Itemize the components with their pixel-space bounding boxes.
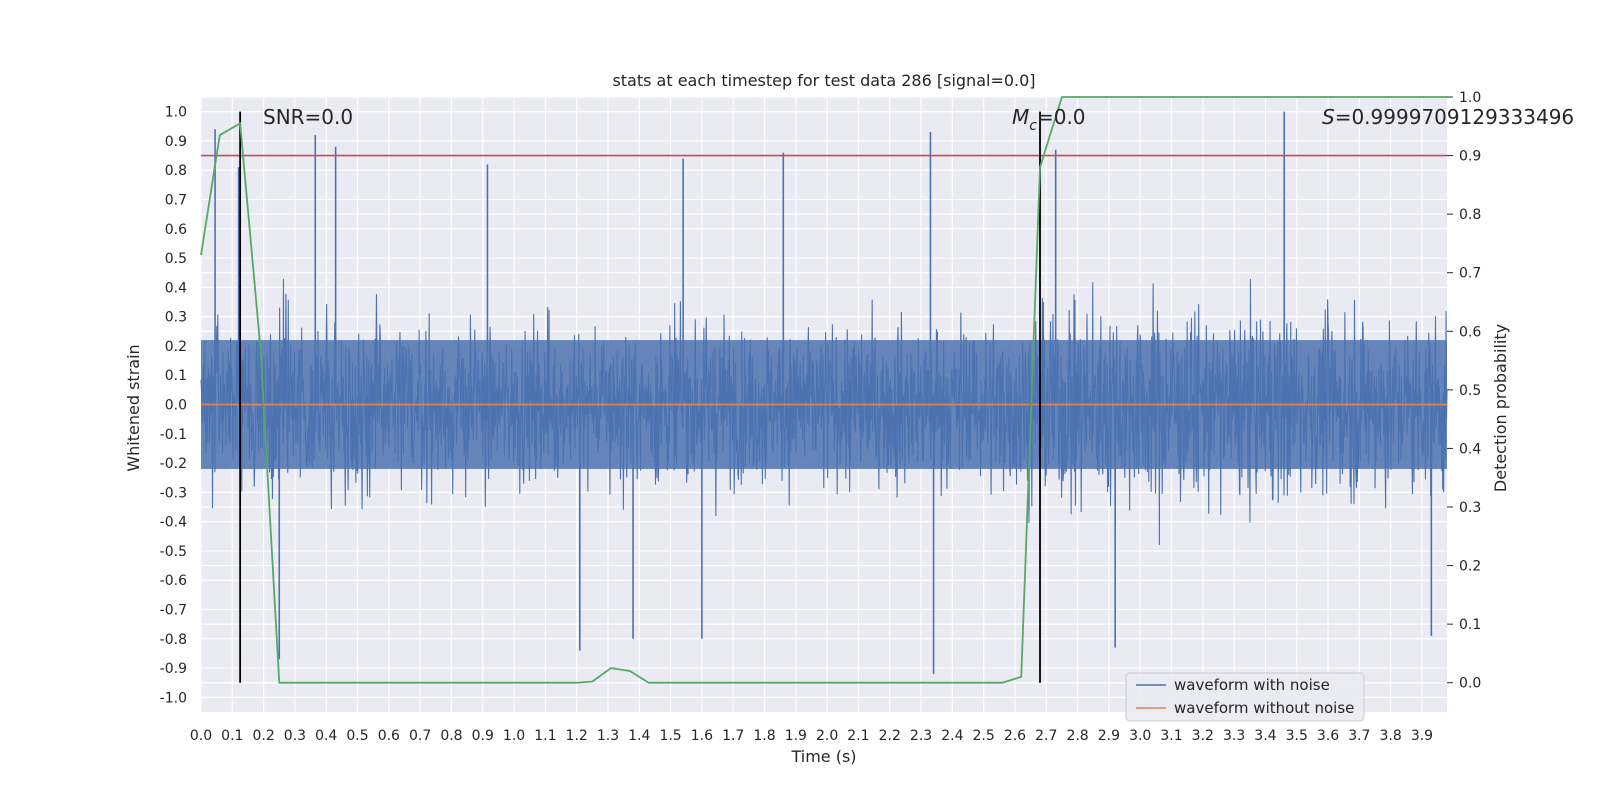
x-tick-label: 3.0 xyxy=(1129,728,1151,744)
x-tick-label: 0.8 xyxy=(440,728,462,744)
x-tick-label: 2.9 xyxy=(1098,728,1120,744)
x-tick-label: 0.6 xyxy=(378,728,400,744)
x-tick-label: 2.6 xyxy=(1004,728,1026,744)
y-tick-label-left: -1.0 xyxy=(160,690,187,706)
s-symbol: S xyxy=(1322,105,1335,129)
y-tick-label-right: 0.0 xyxy=(1459,676,1481,692)
x-tick-label: 3.5 xyxy=(1286,728,1308,744)
y-tick-label-left: 0.9 xyxy=(165,134,187,150)
legend-label-clean: waveform without noise xyxy=(1174,699,1354,717)
y-tick-label-left: -0.2 xyxy=(160,456,187,472)
x-tick-label: 1.0 xyxy=(503,728,525,744)
mc-value: =0.0 xyxy=(1037,105,1086,129)
legend-label-noise: waveform with noise xyxy=(1174,676,1330,694)
x-tick-label: 3.3 xyxy=(1223,728,1245,744)
series-detection-probability xyxy=(200,96,1447,684)
y-tick-label-left: 0.0 xyxy=(165,398,187,414)
s-value: =0.9999709129333496 xyxy=(1335,105,1574,129)
x-tick-label: 2.4 xyxy=(941,728,963,744)
x-tick-label: 2.3 xyxy=(910,728,932,744)
y-tick-label-left: -0.4 xyxy=(160,515,187,531)
y-tick-label-left: 0.7 xyxy=(165,193,187,209)
y-tick-label-left: -0.9 xyxy=(160,661,187,677)
x-tick-label: 3.6 xyxy=(1317,728,1339,744)
y-tick-label-right: 0.8 xyxy=(1459,207,1481,223)
y-tick-label-left: -0.1 xyxy=(160,427,187,443)
x-tick-label: 1.5 xyxy=(659,728,681,744)
y-tick-label-left: -0.8 xyxy=(160,632,187,648)
y-tick-label-right: 0.1 xyxy=(1459,617,1481,633)
x-tick-label: 1.3 xyxy=(597,728,619,744)
x-tick-label: 1.7 xyxy=(722,728,744,744)
y-tick-label-left: 0.3 xyxy=(165,310,187,326)
y-tick-label-left: -0.6 xyxy=(160,573,187,589)
y-ticks-left: 1.0 0.9 0.8 0.7 0.6 0.5 0.4 0.3 0.2 0.1 0.0 -0.1 -0.… xyxy=(160,105,187,707)
x-tick-label: 0.9 xyxy=(472,728,494,744)
y-axis-label-right: Detection probability xyxy=(1491,324,1510,492)
mc-subscript: c xyxy=(1029,118,1037,134)
x-tick-label: 0.0 xyxy=(190,728,212,744)
y-tick-label-right: 0.7 xyxy=(1459,266,1481,282)
y-ticks-right: 1.0 0.9 0.8 0.7 0.6 0.5 0.4 0.3 0.2 0.1 0.0 xyxy=(1447,90,1481,692)
x-axis-label: Time (s) xyxy=(790,747,856,766)
x-tick-label: 0.7 xyxy=(409,728,431,744)
legend: waveform with noise waveform without noi… xyxy=(1125,672,1365,722)
y-tick-label-right: 1.0 xyxy=(1459,90,1481,106)
y-tick-label-right: 0.9 xyxy=(1459,149,1481,165)
mc-annotation: Mc=0.0 xyxy=(1012,105,1086,134)
y-tick-label-left: 0.6 xyxy=(165,222,187,238)
x-tick-label: 0.3 xyxy=(284,728,306,744)
y-tick-label-left: -0.5 xyxy=(160,544,187,560)
x-tick-label: 1.8 xyxy=(753,728,775,744)
y-tick-label-left: 1.0 xyxy=(165,105,187,121)
y-tick-label-left: -0.7 xyxy=(160,603,187,619)
y-tick-label-left: 0.2 xyxy=(165,339,187,355)
x-tick-label: 3.1 xyxy=(1160,728,1182,744)
x-ticks: 0.0 0.1 0.2 0.3 0.4 0.5 0.6 0.7 0.8 0.9 1.0 1.1 1.2 1… xyxy=(190,728,1433,744)
y-tick-label-right: 0.4 xyxy=(1459,441,1481,457)
x-tick-label: 0.1 xyxy=(221,728,243,744)
y-tick-label-right: 0.6 xyxy=(1459,324,1481,340)
s-annotation: S=0.9999709129333496 xyxy=(1322,105,1574,129)
x-tick-label: 3.9 xyxy=(1411,728,1433,744)
x-tick-label: 3.8 xyxy=(1380,728,1402,744)
y-tick-label-left: 0.1 xyxy=(165,368,187,384)
x-tick-label: 2.1 xyxy=(847,728,869,744)
x-tick-label: 3.7 xyxy=(1348,728,1370,744)
y-tick-label-left: -0.3 xyxy=(160,485,187,501)
x-tick-label: 2.0 xyxy=(816,728,838,744)
x-tick-label: 1.2 xyxy=(566,728,588,744)
x-tick-label: 1.1 xyxy=(534,728,556,744)
x-tick-label: 1.4 xyxy=(628,728,650,744)
x-tick-label: 0.5 xyxy=(346,728,368,744)
x-tick-label: 2.8 xyxy=(1066,728,1088,744)
x-tick-label: 1.9 xyxy=(785,728,807,744)
y-axis-label-left: Whitened strain xyxy=(124,344,143,471)
chart-title: stats at each timestep for test data 286… xyxy=(612,71,1035,90)
x-tick-label: 2.2 xyxy=(879,728,901,744)
y-tick-label-right: 0.5 xyxy=(1459,383,1481,399)
plot-series xyxy=(200,96,1448,684)
x-tick-label: 2.5 xyxy=(973,728,995,744)
y-tick-label-right: 0.3 xyxy=(1459,500,1481,516)
x-tick-label: 2.7 xyxy=(1035,728,1057,744)
x-tick-label: 3.4 xyxy=(1254,728,1276,744)
x-tick-label: 0.2 xyxy=(252,728,274,744)
mc-symbol: M xyxy=(1012,105,1029,129)
snr-annotation: SNR=0.0 xyxy=(263,105,353,129)
legend-box xyxy=(1125,672,1365,722)
x-tick-label: 3.2 xyxy=(1192,728,1214,744)
y-tick-label-right: 0.2 xyxy=(1459,559,1481,575)
x-tick-label: 0.4 xyxy=(315,728,337,744)
y-tick-label-left: 0.5 xyxy=(165,251,187,267)
y-tick-label-left: 0.8 xyxy=(165,163,187,179)
y-tick-label-left: 0.4 xyxy=(165,280,187,296)
x-tick-label: 1.6 xyxy=(691,728,713,744)
lines-layer xyxy=(200,96,1447,684)
